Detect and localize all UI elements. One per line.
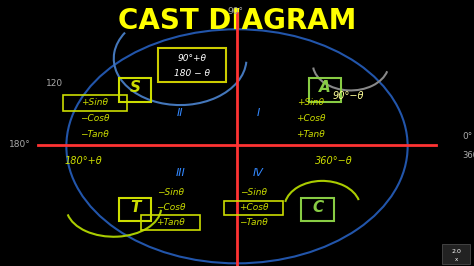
Text: A: A [319,80,330,95]
Text: 90°+θ: 90°+θ [177,54,207,63]
Text: 90°−θ: 90°−θ [333,91,364,101]
Text: 180 − θ: 180 − θ [174,69,210,78]
Text: 360°: 360° [462,151,474,160]
Text: x: x [455,257,458,262]
Text: I: I [257,108,260,118]
Text: 180°: 180° [9,140,30,149]
Text: −Tanθ: −Tanθ [81,130,109,139]
Text: 2.0: 2.0 [452,249,461,254]
FancyBboxPatch shape [442,244,470,264]
Text: −Sinθ: −Sinθ [240,188,267,197]
Text: +Cosθ: +Cosθ [239,203,268,212]
Text: +Sinθ: +Sinθ [82,98,108,107]
Text: −Cosθ: −Cosθ [156,203,185,212]
Text: −Sinθ: −Sinθ [157,188,184,197]
Text: +Sinθ: +Sinθ [297,98,324,107]
Text: IV: IV [253,168,264,178]
Text: −Cosθ: −Cosθ [80,114,109,123]
Text: II: II [177,108,183,118]
Text: +Tanθ: +Tanθ [156,218,185,227]
Text: +Cosθ: +Cosθ [296,114,325,123]
Text: C: C [312,200,323,215]
Text: 180°+θ: 180°+θ [64,156,102,166]
Text: 120: 120 [46,79,63,88]
Text: +Tanθ: +Tanθ [296,130,325,139]
Text: 0°: 0° [462,132,473,142]
Text: T: T [130,200,140,215]
Text: S: S [129,80,141,95]
Text: 90°: 90° [228,7,244,16]
Text: CAST DIAGRAM: CAST DIAGRAM [118,7,356,35]
Text: III: III [175,168,185,178]
Text: 360°−θ: 360°−θ [315,156,353,166]
Text: −Tanθ: −Tanθ [239,218,268,227]
